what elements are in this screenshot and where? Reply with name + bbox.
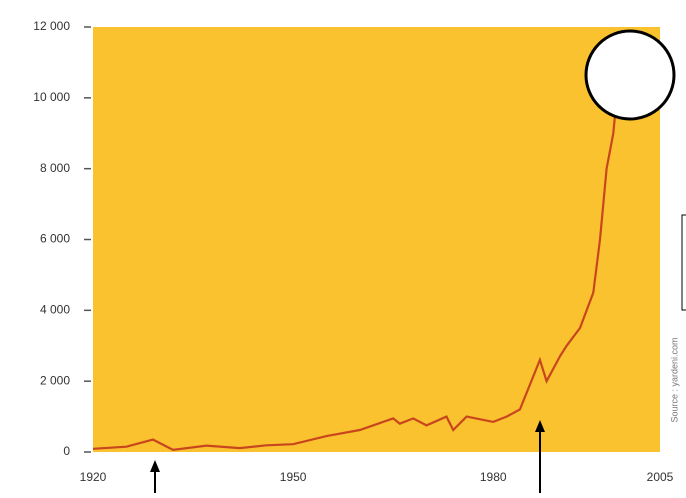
plot-area: [93, 27, 660, 452]
cropped-box: [681, 214, 686, 311]
y-tick-label: 0: [63, 444, 70, 458]
x-tick-label: 1980: [480, 470, 507, 484]
source-note: Source : yardeni.com: [669, 337, 679, 422]
arrow-head: [535, 420, 545, 432]
y-tick-label: 8 000: [40, 161, 70, 175]
data-line: [92, 44, 628, 452]
arrow-head: [150, 460, 160, 472]
x-tick-label: 1920: [80, 470, 107, 484]
highlight-circle: [584, 29, 676, 121]
y-tick-label: 2 000: [40, 373, 70, 387]
y-tick-label: 10 000: [33, 90, 70, 104]
y-tick-label: 12 000: [33, 19, 70, 33]
y-tick-label: 4 000: [40, 303, 70, 317]
x-tick-label: 2005: [647, 470, 674, 484]
y-tick-label: 6 000: [40, 232, 70, 246]
x-tick-label: 1950: [280, 470, 307, 484]
